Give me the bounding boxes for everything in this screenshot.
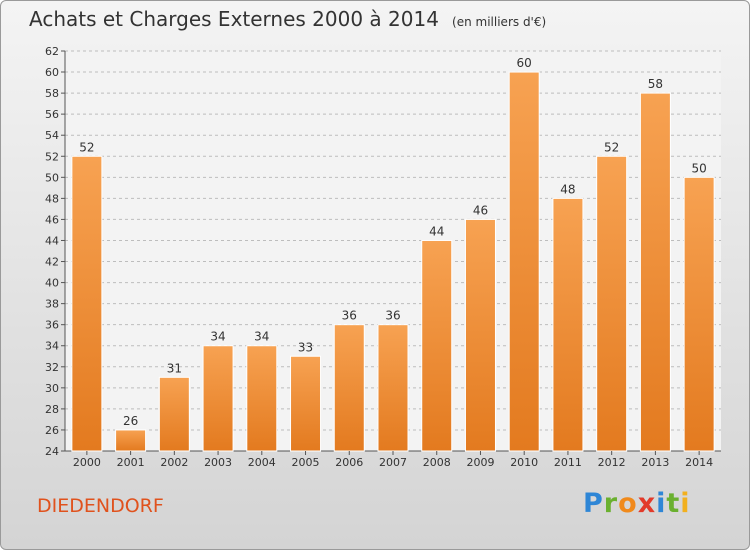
bar-value-label: 33 (298, 340, 313, 354)
bar-value-label: 44 (429, 224, 444, 238)
bar-value-label: 52 (604, 140, 619, 154)
chart-title-text: Achats et Charges Externes 2000 à 2014 (29, 7, 439, 31)
x-tick-label: 2010 (510, 456, 538, 469)
bar-value-label: 36 (342, 309, 357, 323)
bar (377, 324, 409, 452)
commune-name: DIEDENDORF (37, 495, 164, 517)
y-tick-label: 38 (45, 298, 59, 311)
bar-value-label: 58 (648, 77, 663, 91)
x-tick-label: 2013 (641, 456, 669, 469)
x-tick-label: 2004 (248, 456, 276, 469)
y-tick-label: 28 (45, 403, 59, 416)
y-tick-label: 54 (45, 129, 59, 142)
bar (508, 71, 540, 452)
x-tick-label: 2008 (423, 456, 451, 469)
bar-value-label: 34 (254, 330, 269, 344)
x-tick-label: 2009 (466, 456, 494, 469)
bar-value-label: 60 (517, 56, 532, 70)
y-tick-label: 46 (45, 213, 59, 226)
x-tick-label: 2005 (292, 456, 320, 469)
y-tick-label: 50 (45, 171, 59, 184)
bar (596, 155, 628, 452)
bar (333, 324, 365, 452)
y-tick-label: 24 (45, 445, 59, 458)
bar (639, 92, 671, 452)
x-tick-label: 2006 (335, 456, 363, 469)
bar (246, 345, 278, 452)
proxiti-logo: Proxiti (583, 488, 691, 519)
bar (290, 355, 322, 452)
bar (71, 155, 103, 452)
y-tick-label: 32 (45, 361, 59, 374)
y-tick-label: 60 (45, 66, 59, 79)
x-tick-label: 2001 (117, 456, 145, 469)
y-tick-label: 62 (45, 45, 59, 58)
x-tick-label: 2000 (73, 456, 101, 469)
x-tick-label: 2002 (160, 456, 188, 469)
bar-value-label: 46 (473, 203, 488, 217)
bar (683, 176, 715, 452)
bar (552, 197, 584, 452)
y-tick-label: 36 (45, 319, 59, 332)
x-tick-label: 2011 (554, 456, 582, 469)
y-tick-label: 34 (45, 340, 59, 353)
y-tick-label: 40 (45, 277, 59, 290)
y-tick-label: 58 (45, 87, 59, 100)
bar (115, 429, 147, 452)
y-tick-label: 26 (45, 424, 59, 437)
bar (158, 376, 190, 452)
bar-value-label: 34 (210, 330, 225, 344)
y-tick-label: 30 (45, 382, 59, 395)
x-tick-label: 2012 (598, 456, 626, 469)
bar-value-label: 50 (691, 161, 706, 175)
chart-unit: (en milliers d'€) (452, 15, 547, 29)
bar-value-label: 52 (79, 140, 94, 154)
chart-title: Achats et Charges Externes 2000 à 2014 (… (29, 7, 546, 31)
x-tick-label: 2003 (204, 456, 232, 469)
x-tick-label: 2007 (379, 456, 407, 469)
bar-value-label: 36 (385, 309, 400, 323)
bar-value-label: 31 (167, 361, 182, 375)
bar (464, 218, 496, 452)
bar-value-label: 48 (560, 182, 575, 196)
y-tick-label: 48 (45, 192, 59, 205)
bar (421, 239, 453, 452)
y-tick-label: 42 (45, 256, 59, 269)
y-tick-label: 52 (45, 150, 59, 163)
bar-value-label: 26 (123, 414, 138, 428)
bar (202, 345, 234, 452)
y-tick-label: 44 (45, 234, 59, 247)
x-tick-label: 2014 (685, 456, 713, 469)
y-tick-label: 56 (45, 108, 59, 121)
